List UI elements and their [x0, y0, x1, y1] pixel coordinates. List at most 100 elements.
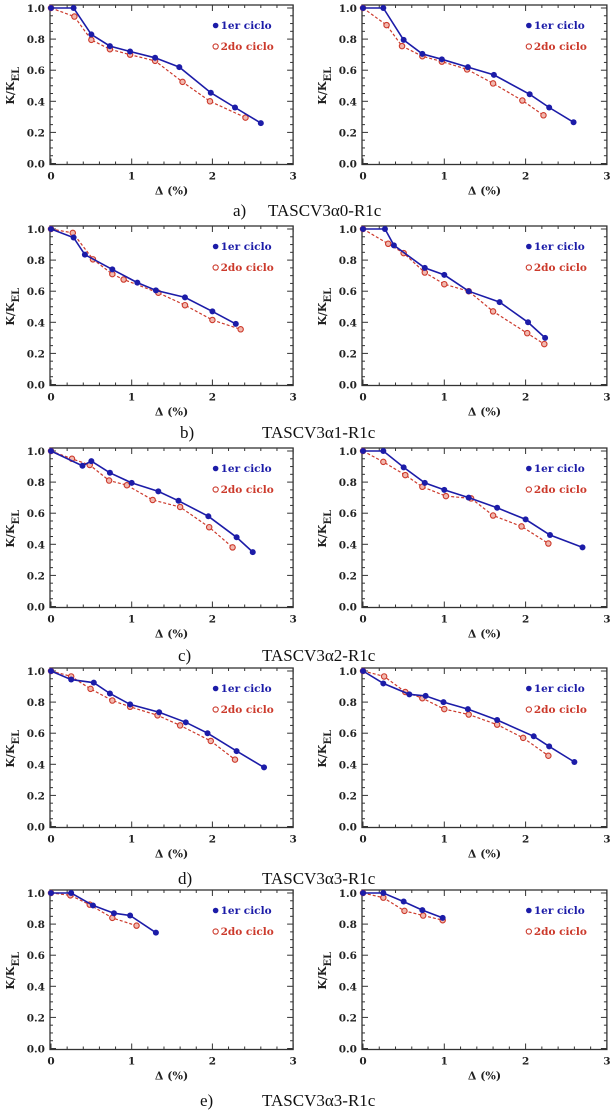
y-axis-label-subscript: EL [11, 67, 22, 82]
x-tick-label: 1 [441, 392, 448, 404]
legend-label-1er-ciclo: 1er ciclo [221, 683, 272, 695]
x-tick-label: 2 [209, 392, 216, 404]
data-point-1er-ciclo [48, 890, 54, 896]
x-tick-label: 0 [359, 1056, 366, 1068]
data-point-2do-ciclo [489, 308, 497, 315]
data-point-1er-ciclo [48, 226, 54, 232]
y-axis-label-main: K/K [316, 744, 329, 768]
y-tick-label: 0.4 [339, 317, 357, 329]
caption-label: a) [233, 201, 246, 220]
legend-marker-2do-ciclo [212, 706, 219, 713]
data-point-1er-ciclo [110, 910, 117, 917]
legend-marker-1er-ciclo [526, 465, 532, 472]
x-tick-label: 2 [522, 834, 529, 846]
y-axis-label-subscript: EL [11, 952, 22, 967]
chart-panel-b-right: 0 1 2 3 0.0 0.2 0.4 0.6 0.8 1.0 Δ (%) K/KEL 1er cicl… [316, 224, 611, 419]
data-point-1er-ciclo [360, 448, 366, 454]
x-tick-label: 2 [522, 1056, 529, 1068]
caption-name: TASCV3α2-R1c [262, 646, 376, 665]
y-axis-label-subscript: EL [11, 510, 22, 525]
x-axis-label: Δ (%) [468, 1070, 501, 1083]
data-point-2do-ciclo [109, 697, 116, 704]
data-point-1er-ciclo [579, 544, 586, 551]
y-tick-label: 0.2 [339, 570, 357, 582]
data-point-2do-ciclo [489, 512, 497, 519]
data-point-1er-ciclo [496, 299, 503, 306]
data-point-1er-ciclo [181, 294, 188, 301]
data-point-1er-ciclo [571, 758, 578, 765]
data-point-1er-ciclo [522, 516, 529, 523]
data-point-2do-ciclo [229, 544, 236, 551]
data-point-1er-ciclo [106, 43, 113, 50]
data-point-1er-ciclo [406, 691, 413, 698]
data-point-2do-ciclo [518, 523, 525, 530]
chart-panel-c-left: 0 1 2 3 0.0 0.2 0.4 0.6 0.8 1.0 Δ (%) K/KEL 1er cicl… [4, 446, 297, 641]
data-point-1er-ciclo [79, 462, 86, 469]
data-point-2do-ciclo [419, 912, 427, 919]
data-point-2do-ciclo [176, 722, 184, 729]
data-point-1er-ciclo [127, 912, 134, 919]
y-tick-label: 0.6 [339, 728, 357, 740]
data-point-1er-ciclo [156, 709, 163, 716]
y-tick-label: 0.6 [27, 728, 45, 740]
data-point-1er-ciclo [360, 226, 366, 232]
chart-panel-e-right: 0 1 2 3 0.0 0.2 0.4 0.6 0.8 1.0 Δ (%) K/KEL 1er cicl… [316, 888, 611, 1083]
data-point-2do-ciclo [401, 907, 408, 915]
data-point-1er-ciclo [261, 764, 268, 771]
x-tick-label: 1 [128, 392, 135, 404]
data-point-1er-ciclo [421, 264, 428, 271]
data-point-2do-ciclo [206, 98, 214, 105]
y-tick-label: 0.2 [339, 1012, 357, 1024]
y-axis-label: K/KEL [316, 288, 334, 326]
y-tick-label: 0.0 [339, 380, 357, 392]
chart-panel-a-right: 0 1 2 3 0.0 0.2 0.4 0.6 0.8 1.0 Δ (%) K/KEL 1er cicl… [316, 3, 611, 198]
x-tick-label: 1 [128, 171, 135, 183]
legend-marker-2do-ciclo [525, 264, 533, 271]
y-tick-label: 0.8 [27, 697, 45, 709]
y-tick-label: 0.0 [339, 602, 357, 614]
caption-name: TASCV3α1-R1c [262, 423, 376, 442]
data-point-2do-ciclo [384, 240, 392, 248]
data-point-2do-ciclo [442, 492, 450, 500]
data-point-1er-ciclo [440, 699, 447, 706]
data-point-1er-ciclo [360, 668, 366, 674]
legend-marker-1er-ciclo [526, 22, 532, 29]
y-tick-label: 0.4 [27, 759, 45, 771]
x-tick-label: 1 [441, 834, 448, 846]
data-point-1er-ciclo [209, 308, 216, 315]
data-point-1er-ciclo [546, 743, 553, 750]
data-point-1er-ciclo [207, 89, 214, 96]
x-tick-label: 0 [47, 1056, 54, 1068]
data-point-1er-ciclo [422, 692, 429, 699]
y-tick-label: 0.0 [27, 380, 45, 392]
x-tick-label: 0 [47, 392, 54, 404]
data-point-1er-ciclo [441, 271, 448, 278]
data-point-1er-ciclo [380, 5, 387, 11]
y-tick-label: 1.0 [27, 666, 45, 678]
legend-label-2do-ciclo: 2do ciclo [221, 704, 274, 716]
y-axis-label-subscript: EL [323, 952, 334, 967]
x-axis-label: Δ (%) [155, 848, 188, 861]
data-point-2do-ciclo [179, 78, 186, 86]
series-line-2do-ciclo [50, 892, 137, 927]
data-point-1er-ciclo [400, 36, 407, 43]
data-point-1er-ciclo [526, 91, 533, 98]
legend-marker-2do-ciclo [212, 486, 219, 493]
data-point-2do-ciclo [237, 326, 244, 333]
data-point-1er-ciclo [400, 464, 407, 471]
data-point-2do-ciclo [133, 922, 140, 929]
data-point-1er-ciclo [152, 929, 159, 936]
data-point-1er-ciclo [89, 902, 96, 909]
chart-panel-e-left: 0 1 2 3 0.0 0.2 0.4 0.6 0.8 1.0 Δ (%) K/KEL 1er cicl… [4, 888, 297, 1083]
data-point-2do-ciclo [87, 685, 94, 693]
y-tick-label: 0.8 [27, 477, 45, 489]
y-tick-label: 0.2 [339, 348, 357, 360]
x-tick-label: 1 [128, 1056, 135, 1068]
legend-label-1er-ciclo: 1er ciclo [221, 463, 272, 475]
plot-frame [361, 889, 608, 1051]
data-point-2do-ciclo [519, 734, 527, 742]
data-point-1er-ciclo [68, 676, 75, 683]
data-point-1er-ciclo [441, 486, 448, 493]
legend-label-2do-ciclo: 2do ciclo [534, 41, 587, 53]
x-axis-label: Δ (%) [155, 185, 188, 198]
